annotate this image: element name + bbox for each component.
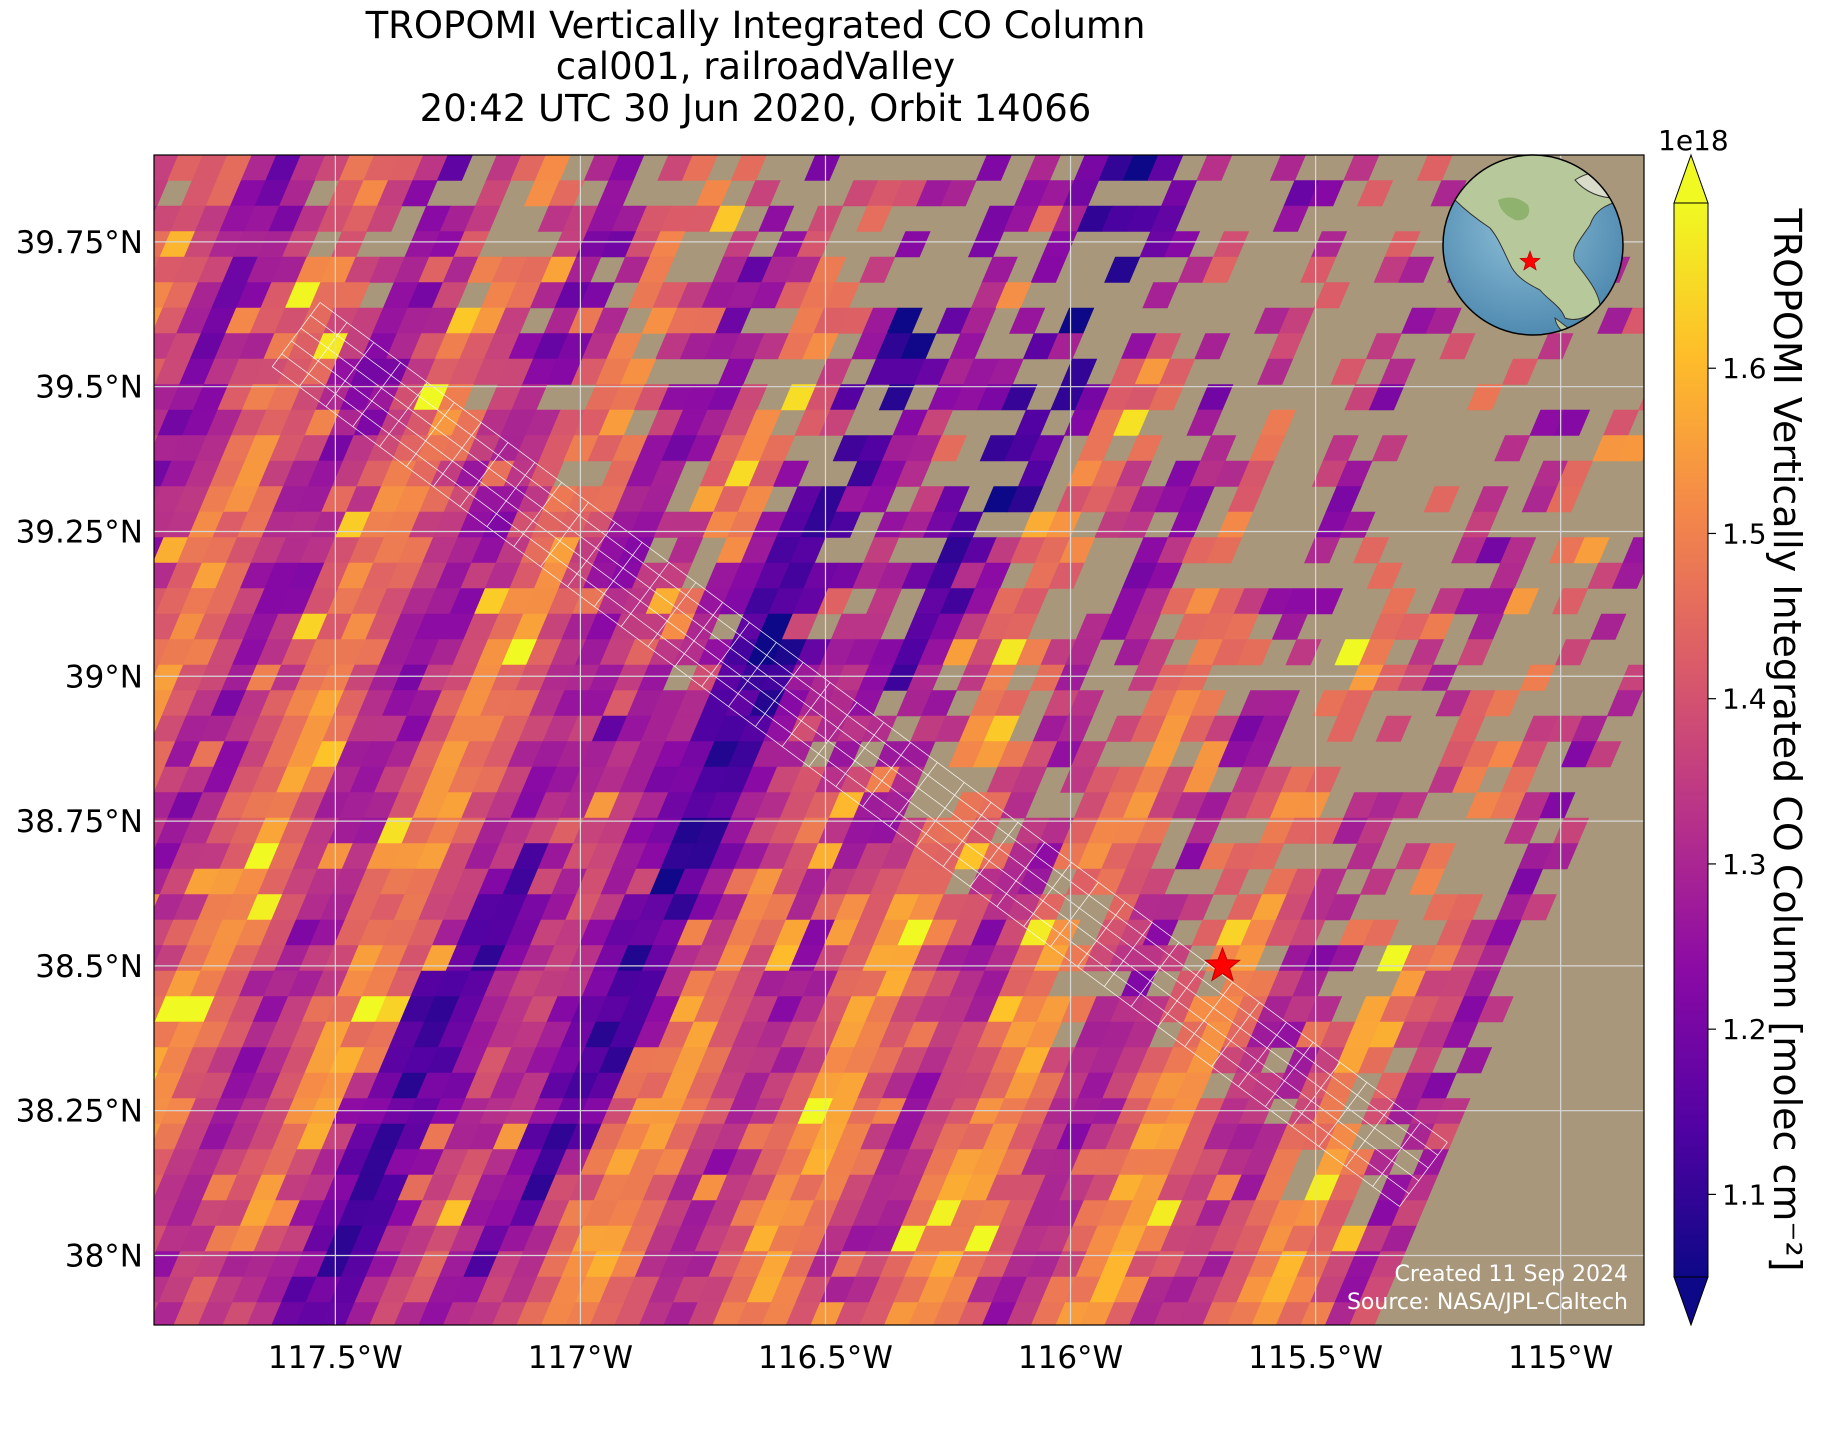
lat-tick-label: 39.5°N: [35, 370, 143, 406]
title-line-1: TROPOMI Vertically Integrated CO Column: [365, 4, 1146, 47]
lat-tick-label: 38.25°N: [16, 1094, 143, 1130]
lon-tick-label: 116°W: [1018, 1340, 1123, 1376]
colorbar-tick-label: 1.3: [1722, 848, 1767, 881]
colorbar-title: TROPOMI Vertically Integrated CO Column …: [1765, 207, 1809, 1271]
globe-icon: [1442, 154, 1624, 336]
colorbar-tick-label: 1.1: [1722, 1178, 1767, 1211]
colorbar-frame: [1673, 202, 1709, 1278]
lat-tick-label: 38.75°N: [16, 804, 143, 840]
colorbar-tick-label: 1.5: [1722, 517, 1767, 550]
colorbar-scale-label: 1e18: [1658, 124, 1729, 157]
lat-tick-label: 39.25°N: [16, 514, 143, 550]
title-line-3: 20:42 UTC 30 Jun 2020, Orbit 14066: [419, 87, 1092, 130]
lon-tick-label: 117°W: [528, 1340, 633, 1376]
credit-source: Source: NASA/JPL-Caltech: [1347, 1290, 1628, 1315]
lat-ticks: 39.75°N 39.5°N 39.25°N 39°N 38.75°N 38.5°N 38.…: [16, 225, 143, 1275]
colorbar-extend-max: [1673, 153, 1709, 204]
lat-tick-label: 38°N: [65, 1238, 143, 1274]
lon-tick-label: 117.5°W: [268, 1340, 403, 1376]
colorbar-gradient: [1674, 203, 1708, 1277]
colorbar-tick-label: 1.4: [1722, 683, 1767, 716]
co-pixel-layer: [154, 155, 1644, 1325]
colorbar-extend-min: [1673, 1276, 1709, 1327]
map-gridlines: [154, 155, 1644, 1325]
lon-ticks: 117.5°W 117°W 116.5°W 116°W 115.5°W 115°W: [268, 1340, 1613, 1376]
lat-tick-label: 39.75°N: [16, 225, 143, 261]
title-line-2: cal001, railroadValley: [555, 45, 956, 88]
lon-tick-label: 116.5°W: [758, 1340, 893, 1376]
lon-tick-label: 115.5°W: [1248, 1340, 1383, 1376]
lat-tick-label: 38.5°N: [35, 949, 143, 985]
map-panel: 117.5°W 117°W 116.5°W 116°W 115.5°W 115°W 39.…: [16, 154, 1645, 1376]
credit-created: Created 11 Sep 2024: [1395, 1262, 1629, 1287]
colorbar-tick-label: 1.6: [1722, 352, 1767, 385]
lat-tick-label: 39°N: [65, 659, 143, 695]
lon-tick-label: 115°W: [1508, 1340, 1613, 1376]
colorbar-ticks: 1.1 1.2 1.3 1.4 1.5 1.6: [1708, 352, 1767, 1211]
red-star-icon: [1204, 946, 1241, 982]
inset-site-marker: [1519, 250, 1541, 271]
colorbar-tick-label: 1.2: [1722, 1013, 1767, 1046]
colorbar: 1.1 1.2 1.3 1.4 1.5 1.6 1e18 TROPOMI Vertical…: [1658, 124, 1809, 1327]
footprint-grid: [271, 302, 1448, 1207]
map-frame: [153, 154, 1645, 1326]
